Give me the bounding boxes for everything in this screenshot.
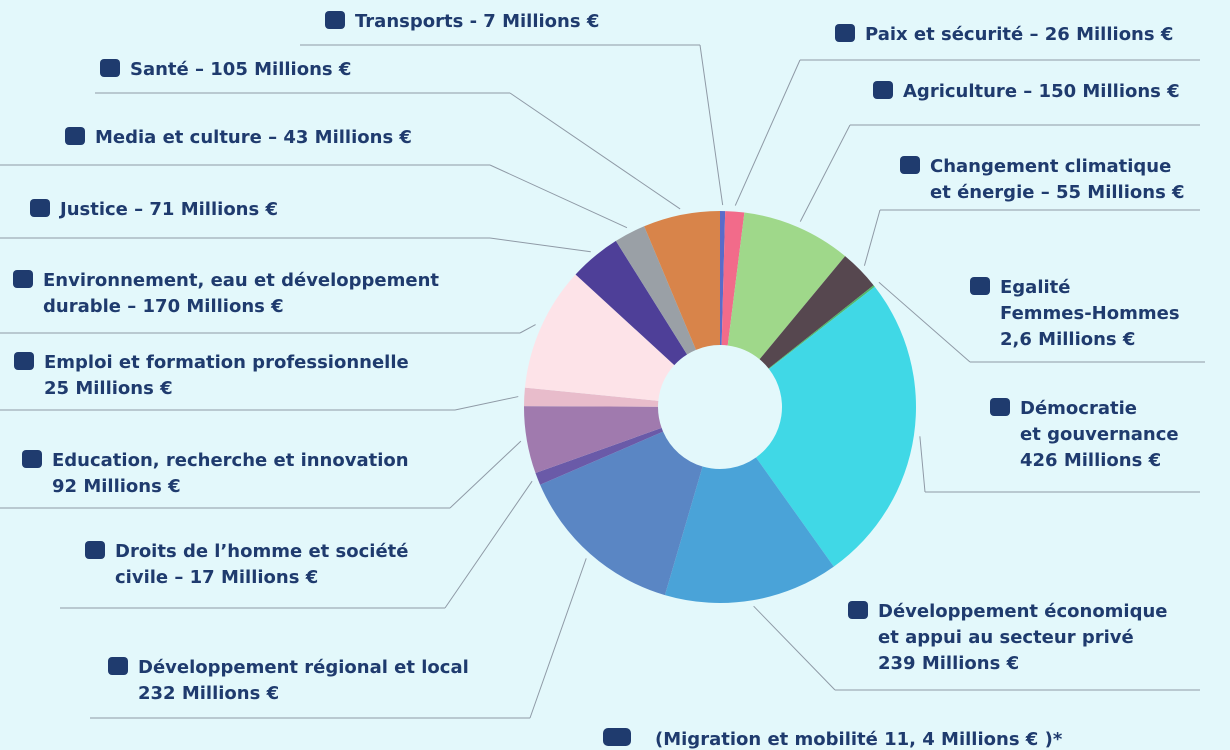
- slice-label: et appui au secteur privé: [878, 627, 1134, 648]
- slice: [759, 256, 874, 369]
- slice-label: Education, recherche et innovation: [52, 450, 409, 471]
- slice: [727, 212, 846, 360]
- slice: [524, 387, 659, 407]
- slice-label: Droits de l’homme et société: [115, 541, 409, 562]
- slice: [524, 406, 662, 474]
- leader-line: [0, 440, 522, 509]
- icon: [848, 601, 868, 619]
- slice: [540, 431, 703, 596]
- leader-line: [300, 44, 724, 206]
- slice: [720, 211, 726, 346]
- leader-line: [919, 436, 1200, 493]
- slice-label: Environnement, eau et développement: [43, 270, 439, 291]
- slice-label: Changement climatique: [930, 156, 1171, 177]
- icon: [108, 657, 128, 675]
- slice-label: Agriculture – 150 Millions €: [903, 81, 1180, 102]
- slice-label: 2,6 Millions €: [1000, 329, 1135, 350]
- slice-label: Justice – 71 Millions €: [58, 199, 278, 220]
- slice-label: 239 Millions €: [878, 653, 1019, 674]
- slice-label: Santé – 105 Millions €: [130, 59, 351, 80]
- slice-label: 92 Millions €: [52, 476, 181, 497]
- slice-label: Développement économique: [878, 601, 1168, 622]
- icon: [100, 59, 120, 77]
- icon: [14, 352, 34, 370]
- icon: [900, 156, 920, 174]
- slice-label: Paix et sécurité – 26 Millions €: [865, 24, 1173, 45]
- slice: [755, 286, 916, 567]
- icon: [970, 277, 990, 295]
- slice-label: Emploi et formation professionnelle: [44, 352, 409, 373]
- leader-line: [0, 324, 536, 334]
- icon: [325, 11, 345, 29]
- slice: [615, 226, 697, 355]
- slice: [644, 211, 720, 350]
- icon: [873, 81, 893, 99]
- slice-label: 232 Millions €: [138, 683, 279, 704]
- slice-label: durable – 170 Millions €: [43, 296, 284, 317]
- leader-line: [734, 59, 1200, 206]
- leader-line: [0, 396, 519, 411]
- icon: [990, 398, 1010, 416]
- slice-label: et énergie – 55 Millions €: [930, 182, 1185, 203]
- annotation: (Migration et mobilité 11, 4 Millions € …: [655, 729, 1063, 750]
- slice-label: Femmes-Hommes: [1000, 303, 1180, 324]
- slice-label: Développement régional et local: [138, 657, 469, 678]
- slice-label: Media et culture – 43 Millions €: [95, 127, 412, 148]
- leader-line: [799, 124, 1200, 222]
- leader-line: [878, 281, 1205, 363]
- leader-line: [0, 237, 591, 253]
- leader-line: [60, 480, 533, 609]
- icon: [603, 728, 631, 746]
- icon: [22, 450, 42, 468]
- slice: [768, 285, 875, 369]
- leader-line: [753, 605, 1200, 691]
- slice: [664, 457, 834, 603]
- slice-label: 426 Millions €: [1020, 450, 1161, 471]
- leader-line: [90, 558, 587, 719]
- leader-line: [0, 164, 628, 229]
- slice-label: Transports - 7 Millions €: [355, 11, 599, 32]
- slice: [575, 240, 688, 366]
- leader-line: [863, 209, 1200, 266]
- slice-label: Démocratie: [1020, 398, 1137, 419]
- slice: [524, 274, 675, 401]
- icon: [65, 127, 85, 145]
- slice: [535, 427, 664, 485]
- slice-label: civile – 17 Millions €: [115, 567, 318, 588]
- slice: [721, 211, 745, 346]
- leader-line: [95, 92, 681, 210]
- slice-label: 25 Millions €: [44, 378, 173, 399]
- icon: [30, 199, 50, 217]
- icon: [85, 541, 105, 559]
- slice-label: et gouvernance: [1020, 424, 1179, 445]
- icon: [13, 270, 33, 288]
- icon: [835, 24, 855, 42]
- slice-label: Egalité: [1000, 277, 1070, 298]
